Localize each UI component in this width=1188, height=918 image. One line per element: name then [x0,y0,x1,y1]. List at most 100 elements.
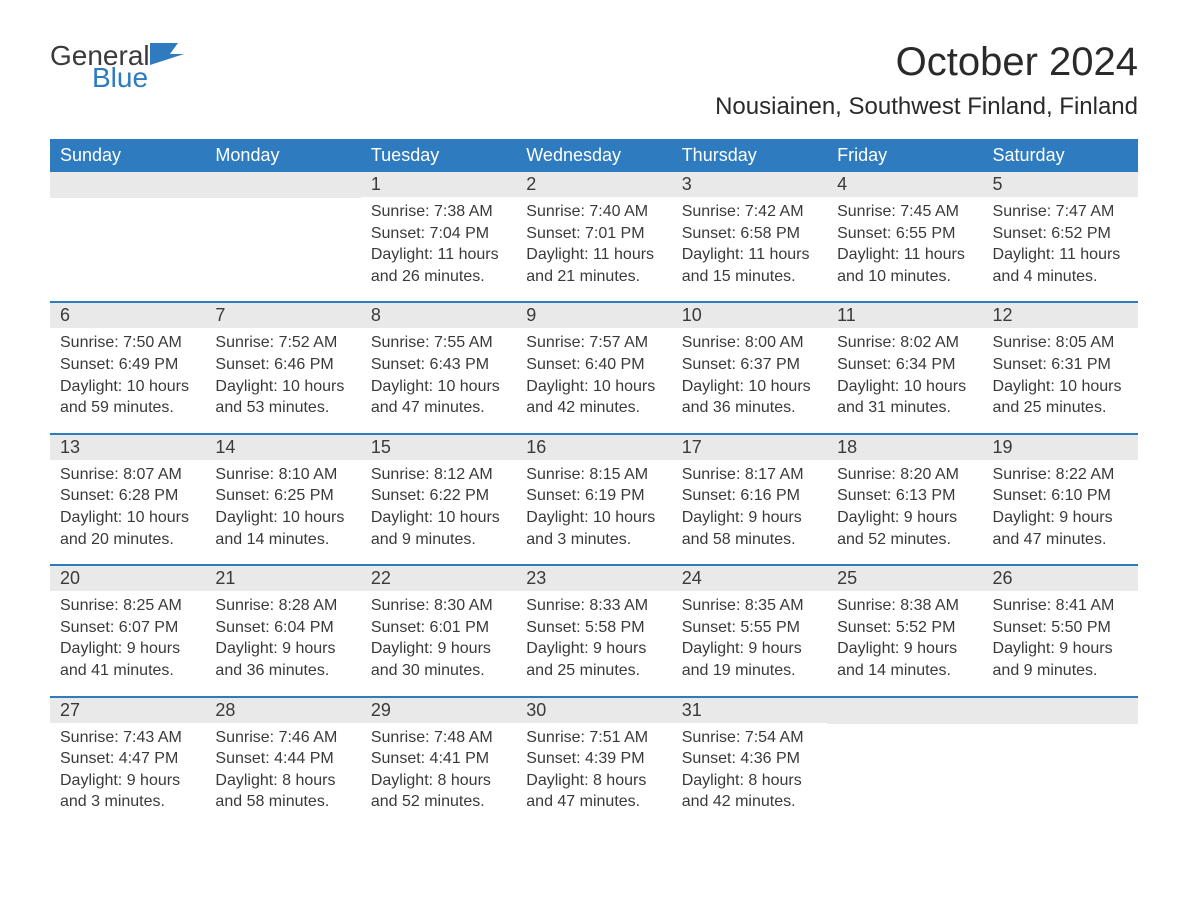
sunset-line: Sunset: 6:58 PM [682,223,817,245]
day-number: 28 [205,698,360,723]
daylight1-line: Daylight: 11 hours [993,244,1128,266]
day-cell: 30Sunrise: 7:51 AMSunset: 4:39 PMDayligh… [516,698,671,827]
sunrise-line: Sunrise: 8:15 AM [526,464,661,486]
calendar: Sunday Monday Tuesday Wednesday Thursday… [50,139,1138,827]
daylight2-line: and 14 minutes. [215,529,350,551]
day-details: Sunrise: 8:17 AMSunset: 6:16 PMDaylight:… [672,460,827,550]
day-details: Sunrise: 7:52 AMSunset: 6:46 PMDaylight:… [205,328,360,418]
day-cell: 7Sunrise: 7:52 AMSunset: 6:46 PMDaylight… [205,303,360,432]
daylight2-line: and 31 minutes. [837,397,972,419]
daylight2-line: and 47 minutes. [371,397,506,419]
daylight2-line: and 36 minutes. [215,660,350,682]
day-details: Sunrise: 8:30 AMSunset: 6:01 PMDaylight:… [361,591,516,681]
weekday-header: Saturday [983,139,1138,172]
daylight1-line: Daylight: 10 hours [682,376,817,398]
sunset-line: Sunset: 6:43 PM [371,354,506,376]
sunset-line: Sunset: 4:36 PM [682,748,817,770]
sunset-line: Sunset: 6:40 PM [526,354,661,376]
day-cell [983,698,1138,827]
day-details: Sunrise: 8:28 AMSunset: 6:04 PMDaylight:… [205,591,360,681]
day-details: Sunrise: 8:00 AMSunset: 6:37 PMDaylight:… [672,328,827,418]
daylight2-line: and 26 minutes. [371,266,506,288]
sunrise-line: Sunrise: 8:07 AM [60,464,195,486]
daylight2-line: and 15 minutes. [682,266,817,288]
sunset-line: Sunset: 6:49 PM [60,354,195,376]
sunset-line: Sunset: 7:01 PM [526,223,661,245]
day-number: 6 [50,303,205,328]
day-number: 21 [205,566,360,591]
daylight2-line: and 52 minutes. [837,529,972,551]
day-number: 14 [205,435,360,460]
day-number: 16 [516,435,671,460]
sunrise-line: Sunrise: 8:17 AM [682,464,817,486]
week-row: 6Sunrise: 7:50 AMSunset: 6:49 PMDaylight… [50,301,1138,432]
daylight1-line: Daylight: 9 hours [837,638,972,660]
sunrise-line: Sunrise: 7:43 AM [60,727,195,749]
day-cell [205,172,360,301]
daylight1-line: Daylight: 9 hours [682,507,817,529]
day-details: Sunrise: 8:12 AMSunset: 6:22 PMDaylight:… [361,460,516,550]
location-subtitle: Nousiainen, Southwest Finland, Finland [715,93,1138,121]
daylight2-line: and 3 minutes. [526,529,661,551]
day-number: 17 [672,435,827,460]
daylight1-line: Daylight: 9 hours [371,638,506,660]
day-number: 27 [50,698,205,723]
sunrise-line: Sunrise: 7:50 AM [60,332,195,354]
daylight1-line: Daylight: 10 hours [215,507,350,529]
day-number: 20 [50,566,205,591]
sunrise-line: Sunrise: 7:42 AM [682,201,817,223]
day-number: 3 [672,172,827,197]
sunset-line: Sunset: 6:28 PM [60,485,195,507]
day-cell: 16Sunrise: 8:15 AMSunset: 6:19 PMDayligh… [516,435,671,564]
day-details: Sunrise: 8:41 AMSunset: 5:50 PMDaylight:… [983,591,1138,681]
day-cell: 19Sunrise: 8:22 AMSunset: 6:10 PMDayligh… [983,435,1138,564]
sunrise-line: Sunrise: 8:02 AM [837,332,972,354]
sunrise-line: Sunrise: 7:55 AM [371,332,506,354]
daylight1-line: Daylight: 9 hours [60,770,195,792]
daylight2-line: and 41 minutes. [60,660,195,682]
sunrise-line: Sunrise: 7:38 AM [371,201,506,223]
brand-word-2: Blue [92,62,184,94]
day-number: 1 [361,172,516,197]
day-number: 10 [672,303,827,328]
sunset-line: Sunset: 4:44 PM [215,748,350,770]
sunset-line: Sunset: 6:46 PM [215,354,350,376]
daylight1-line: Daylight: 9 hours [60,638,195,660]
day-number: 15 [361,435,516,460]
day-cell: 27Sunrise: 7:43 AMSunset: 4:47 PMDayligh… [50,698,205,827]
daylight2-line: and 58 minutes. [682,529,817,551]
brand-logo: General Blue [50,40,184,94]
day-details: Sunrise: 8:20 AMSunset: 6:13 PMDaylight:… [827,460,982,550]
day-number: 4 [827,172,982,197]
daylight1-line: Daylight: 8 hours [526,770,661,792]
weekday-header: Tuesday [361,139,516,172]
sunrise-line: Sunrise: 8:20 AM [837,464,972,486]
day-details: Sunrise: 8:38 AMSunset: 5:52 PMDaylight:… [827,591,982,681]
day-details: Sunrise: 7:50 AMSunset: 6:49 PMDaylight:… [50,328,205,418]
sunrise-line: Sunrise: 8:28 AM [215,595,350,617]
daylight2-line: and 52 minutes. [371,791,506,813]
daylight1-line: Daylight: 10 hours [215,376,350,398]
day-details: Sunrise: 8:10 AMSunset: 6:25 PMDaylight:… [205,460,360,550]
daylight2-line: and 9 minutes. [371,529,506,551]
sunrise-line: Sunrise: 8:35 AM [682,595,817,617]
day-cell: 21Sunrise: 8:28 AMSunset: 6:04 PMDayligh… [205,566,360,695]
daylight2-line: and 20 minutes. [60,529,195,551]
sunset-line: Sunset: 6:19 PM [526,485,661,507]
daylight2-line: and 47 minutes. [526,791,661,813]
sunrise-line: Sunrise: 8:30 AM [371,595,506,617]
sunset-line: Sunset: 6:13 PM [837,485,972,507]
day-cell: 15Sunrise: 8:12 AMSunset: 6:22 PMDayligh… [361,435,516,564]
sunset-line: Sunset: 6:25 PM [215,485,350,507]
sunrise-line: Sunrise: 7:57 AM [526,332,661,354]
day-number: 23 [516,566,671,591]
sunset-line: Sunset: 6:04 PM [215,617,350,639]
daylight1-line: Daylight: 10 hours [993,376,1128,398]
daylight1-line: Daylight: 8 hours [371,770,506,792]
sunset-line: Sunset: 6:55 PM [837,223,972,245]
day-cell [50,172,205,301]
sunrise-line: Sunrise: 8:38 AM [837,595,972,617]
day-details: Sunrise: 8:07 AMSunset: 6:28 PMDaylight:… [50,460,205,550]
day-details: Sunrise: 7:55 AMSunset: 6:43 PMDaylight:… [361,328,516,418]
daylight2-line: and 36 minutes. [682,397,817,419]
